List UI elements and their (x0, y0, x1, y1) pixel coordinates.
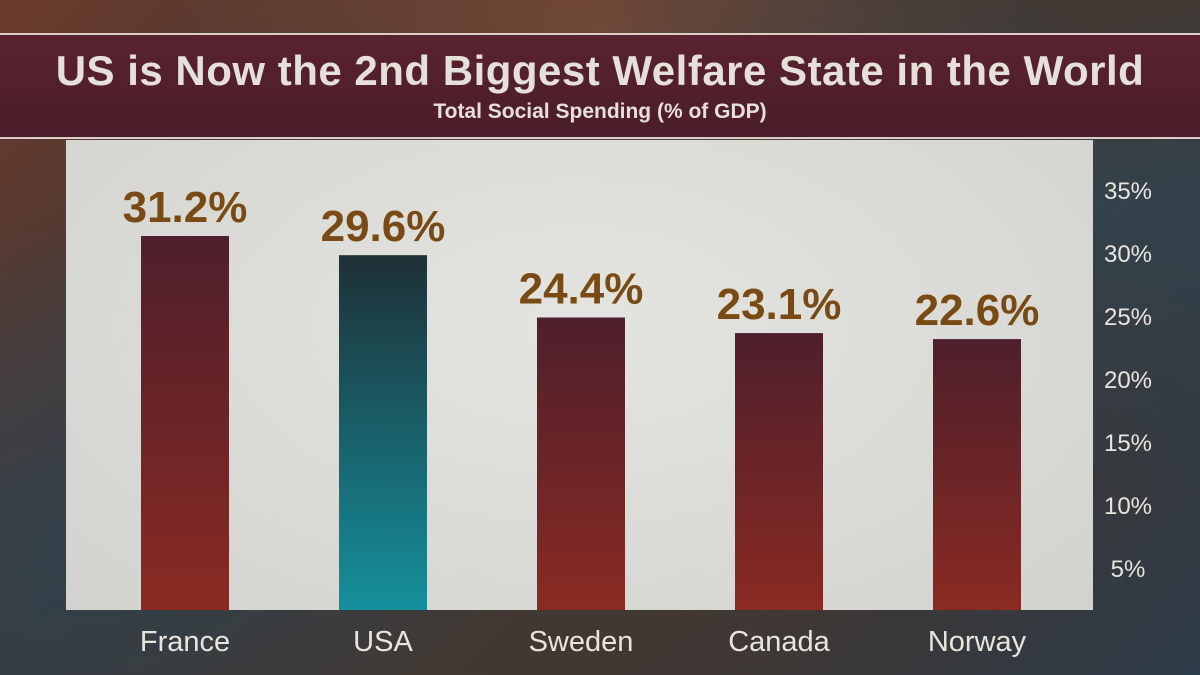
category-label-france: France (140, 626, 230, 658)
title-banner: US is Now the 2nd Biggest Welfare State … (0, 33, 1200, 139)
bar-sweden (537, 317, 625, 610)
y-tick-label: 30% (1104, 241, 1152, 268)
y-tick-label: 25% (1104, 304, 1152, 331)
value-label-canada: 23.1% (717, 280, 842, 329)
value-label-sweden: 24.4% (519, 265, 644, 314)
value-label-france: 31.2% (123, 183, 248, 232)
value-label-usa: 29.6% (321, 202, 446, 251)
bar-norway (933, 339, 1021, 610)
y-tick-label: 15% (1104, 430, 1152, 457)
bar-france (141, 236, 229, 610)
category-label-canada: Canada (728, 626, 830, 658)
category-label-sweden: Sweden (529, 626, 634, 658)
y-tick-label: 35% (1104, 178, 1152, 205)
bar-usa (339, 255, 427, 610)
value-label-norway: 22.6% (915, 286, 1040, 335)
category-label-usa: USA (353, 626, 413, 658)
y-tick-label: 10% (1104, 493, 1152, 520)
chart-subtitle: Total Social Spending (% of GDP) (433, 100, 767, 123)
chart-title: US is Now the 2nd Biggest Welfare State … (55, 47, 1145, 94)
category-label-norway: Norway (928, 626, 1027, 658)
y-tick-label: 20% (1104, 367, 1152, 394)
bar-canada (735, 333, 823, 610)
y-tick-label: 5% (1111, 556, 1146, 583)
